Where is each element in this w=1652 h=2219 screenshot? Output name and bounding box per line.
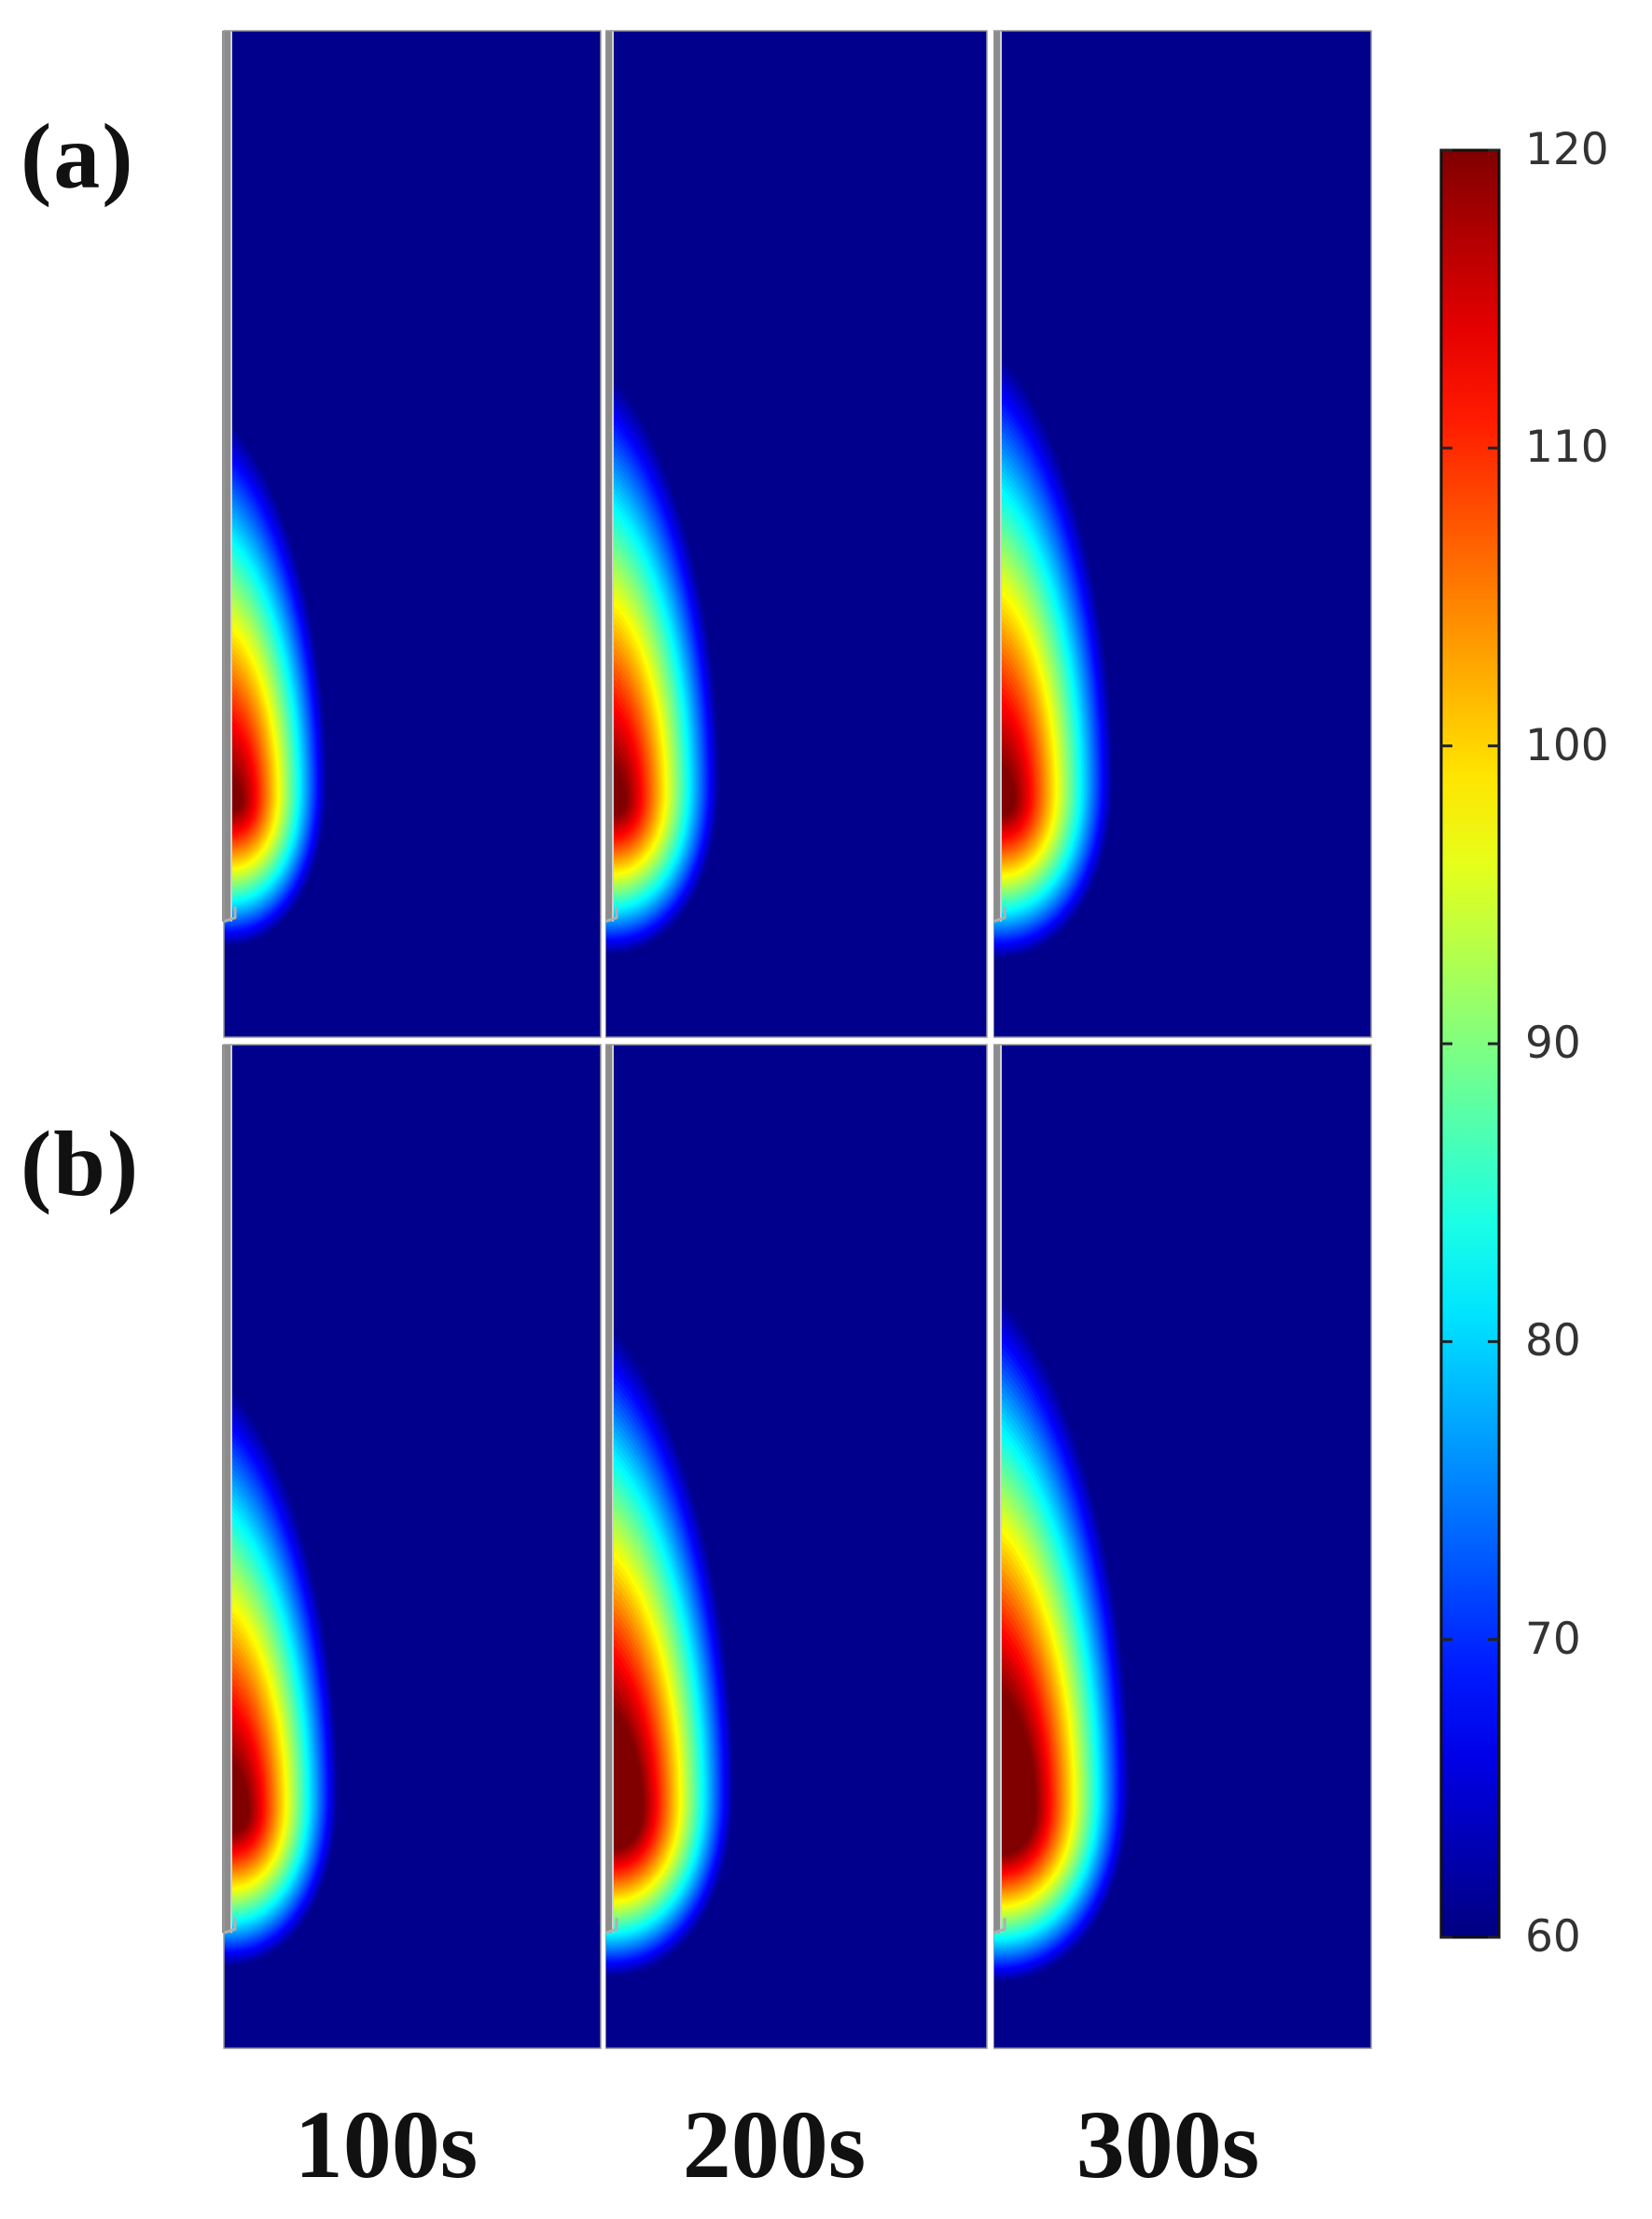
panel-border <box>223 30 602 1038</box>
colorbar-tick-label: 100 <box>1525 719 1609 771</box>
temperature-plume <box>993 1297 1131 1983</box>
wall-strip <box>604 1045 612 1934</box>
wall-highlight <box>230 1045 232 1934</box>
wall-highlight <box>612 31 614 922</box>
wall-step <box>604 906 618 923</box>
temperature-plume <box>224 424 327 947</box>
temperature-plume <box>605 1330 735 1977</box>
wall-highlight <box>1000 1045 1002 1934</box>
heatmap-panel-a-100s <box>222 30 602 1038</box>
heatmap-panel-a-300s <box>992 30 1372 1038</box>
column-label-100s: 100s <box>294 2091 479 2198</box>
heatmap-panel-a-200s <box>604 30 988 1038</box>
wall-highlight <box>1000 31 1002 922</box>
wall-step <box>223 906 237 923</box>
colorbar-tick-label: 110 <box>1525 422 1609 474</box>
column-label-200s: 200s <box>682 2091 867 2198</box>
wall-strip <box>604 31 612 922</box>
heatmap-panel-b-200s <box>604 1044 988 2049</box>
wall-strip <box>992 31 1000 922</box>
panel-border <box>223 1044 602 2049</box>
row-gap <box>220 1038 1377 1044</box>
colorbar-tick-label: 120 <box>1525 124 1609 175</box>
wall-step <box>993 1918 1006 1935</box>
colorbar-tick-label: 80 <box>1525 1315 1581 1367</box>
wall-highlight <box>612 1045 614 1934</box>
wall-strip <box>222 1045 230 1934</box>
colorbar <box>1439 148 1501 1939</box>
wall-strip <box>992 1045 1000 1934</box>
colorbar-tick-label: 60 <box>1525 1911 1581 1962</box>
temperature-plume <box>605 378 720 955</box>
column-label-300s: 300s <box>1076 2091 1260 2198</box>
wall-step <box>993 906 1006 923</box>
colorbar-tick-label: 70 <box>1525 1613 1581 1665</box>
colorbar-tick-label: 90 <box>1525 1018 1581 1069</box>
heatmap-panel-b-100s <box>222 1044 602 2049</box>
row-label-b: (b) <box>21 1112 141 1215</box>
temperature-plume <box>224 1390 339 1967</box>
panels-layer <box>220 28 1377 2052</box>
wall-step <box>223 1918 237 1935</box>
heatmap-panel-b-300s <box>992 1044 1372 2049</box>
row-label-a: (a) <box>21 104 135 208</box>
wall-strip <box>222 31 230 922</box>
temperature-plume <box>993 355 1114 960</box>
wall-step <box>604 1918 618 1935</box>
wall-highlight <box>230 31 232 922</box>
